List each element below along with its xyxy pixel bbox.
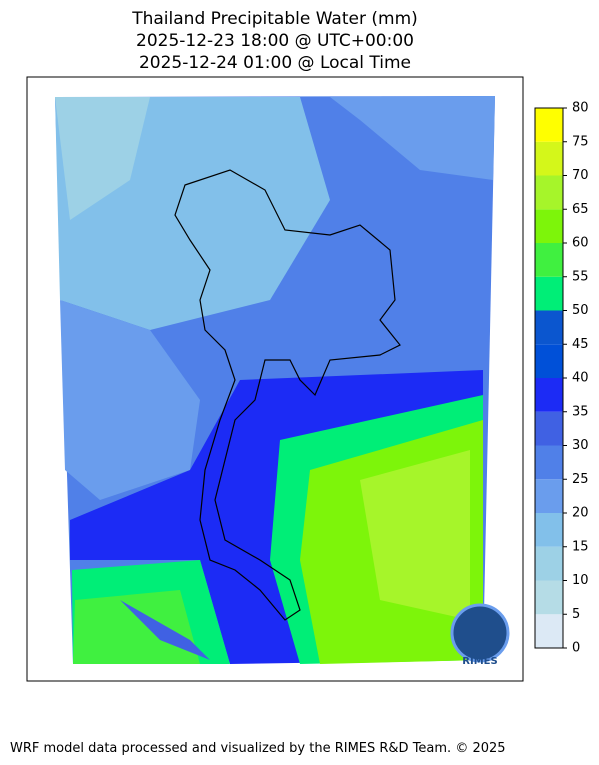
tick-label: 65 [572,202,589,217]
title-line: 2025-12-24 01:00 @ Local Time [139,53,411,73]
tick-label: 35 [572,404,589,419]
color-bin [535,310,563,345]
tick-label: 80 [572,101,589,116]
color-bin [535,209,563,243]
tick-label: 70 [572,168,589,183]
title-block: Thailand Precipitable Water (mm)2025-12-… [131,9,418,73]
color-bin [535,445,563,480]
color-bin [535,175,563,210]
tick-label: 55 [572,269,589,284]
footer: WRF model data processed and visualized … [10,741,506,756]
title-line: Thailand Precipitable Water (mm) [131,9,418,29]
color-bin [535,108,563,142]
logo-text: RIMES [462,656,497,667]
tick-label: 25 [572,472,589,487]
color-bin [535,546,563,581]
color-bin [535,411,563,446]
map-frame [26,76,524,682]
tick-label: 40 [572,371,589,386]
country-outline [174,169,401,621]
tick-label: 75 [572,134,589,149]
tick-label: 60 [572,236,589,251]
colorbar: 0 5 10 15 20 25 30 35 40 45 50 55 60 65 70 75 80 [534,101,589,656]
logo: RIMES [450,603,510,667]
color-bin [535,614,563,648]
color-bin [535,513,563,547]
color-bin [535,344,563,378]
color-bin [535,141,563,176]
map-field [55,96,495,664]
tick-label: 15 [572,539,589,554]
tick-label: 0 [572,641,580,656]
tick-label: 5 [572,607,580,622]
color-bin [535,243,563,277]
title-line: 2025-12-23 18:00 @ UTC+00:00 [136,31,414,51]
tick-label: 45 [572,337,589,352]
color-bin [535,378,563,412]
color-bin [535,479,563,513]
tick-label: 20 [572,506,589,521]
tick-label: 50 [572,303,589,318]
color-bin [535,276,563,311]
tick-label: 10 [572,573,589,588]
color-bin [535,580,563,615]
tick-label: 30 [572,438,589,453]
